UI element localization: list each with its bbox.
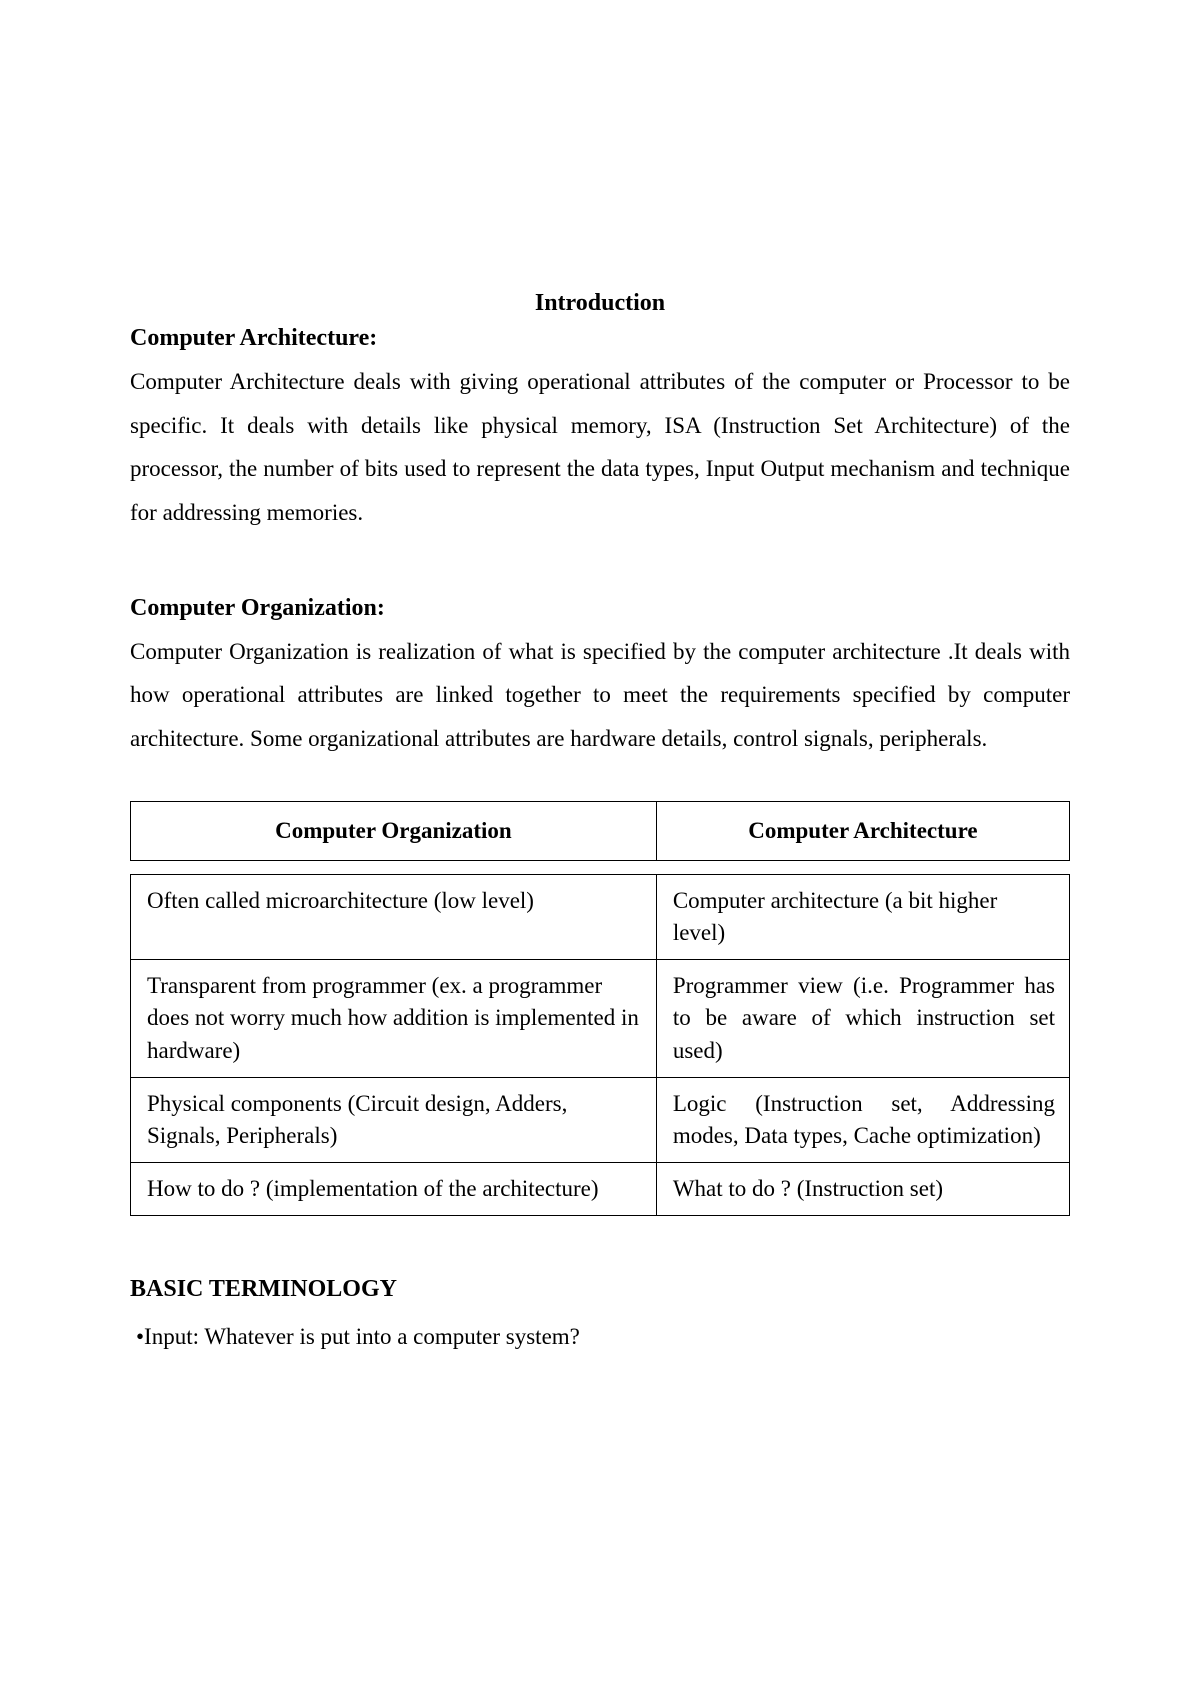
table-cell-left: Transparent from programmer (ex. a progr… <box>131 960 657 1078</box>
table-cell-right: Logic (Instruction set, Addressing modes… <box>656 1077 1069 1162</box>
table-cell-left: How to do ? (implementation of the archi… <box>131 1163 657 1216</box>
table-cell-left: Physical components (Circuit design, Add… <box>131 1077 657 1162</box>
table-row: Physical components (Circuit design, Add… <box>131 1077 1070 1162</box>
page-title: Introduction <box>130 290 1070 317</box>
table-cell-right: Programmer view (i.e. Programmer has to … <box>656 960 1069 1078</box>
table-cell-left: Often called microarchitecture (low leve… <box>131 874 657 959</box>
section-heading-architecture: Computer Architecture: <box>130 325 1070 352</box>
table-cell-right: What to do ? (Instruction set) <box>656 1163 1069 1216</box>
table-header-row: Computer Organization Computer Architect… <box>131 801 1070 860</box>
terminology-heading: BASIC TERMINOLOGY <box>130 1276 1070 1303</box>
table-gap-row <box>131 860 1070 874</box>
table-row: How to do ? (implementation of the archi… <box>131 1163 1070 1216</box>
comparison-table: Computer Organization Computer Architect… <box>130 801 1070 1217</box>
table-cell-right: Computer architecture (a bit higher leve… <box>656 874 1069 959</box>
section-body-architecture: Computer Architecture deals with giving … <box>130 360 1070 535</box>
section-body-organization: Computer Organization is realization of … <box>130 630 1070 761</box>
terminology-item: •Input: Whatever is put into a computer … <box>130 1317 1070 1356</box>
spacer <box>130 575 1070 595</box>
table-header-left: Computer Organization <box>131 801 657 860</box>
table-row: Often called microarchitecture (low leve… <box>131 874 1070 959</box>
section-heading-organization: Computer Organization: <box>130 595 1070 622</box>
table-header-right: Computer Architecture <box>656 801 1069 860</box>
document-page: Introduction Computer Architecture: Comp… <box>0 0 1200 1697</box>
table-row: Transparent from programmer (ex. a progr… <box>131 960 1070 1078</box>
